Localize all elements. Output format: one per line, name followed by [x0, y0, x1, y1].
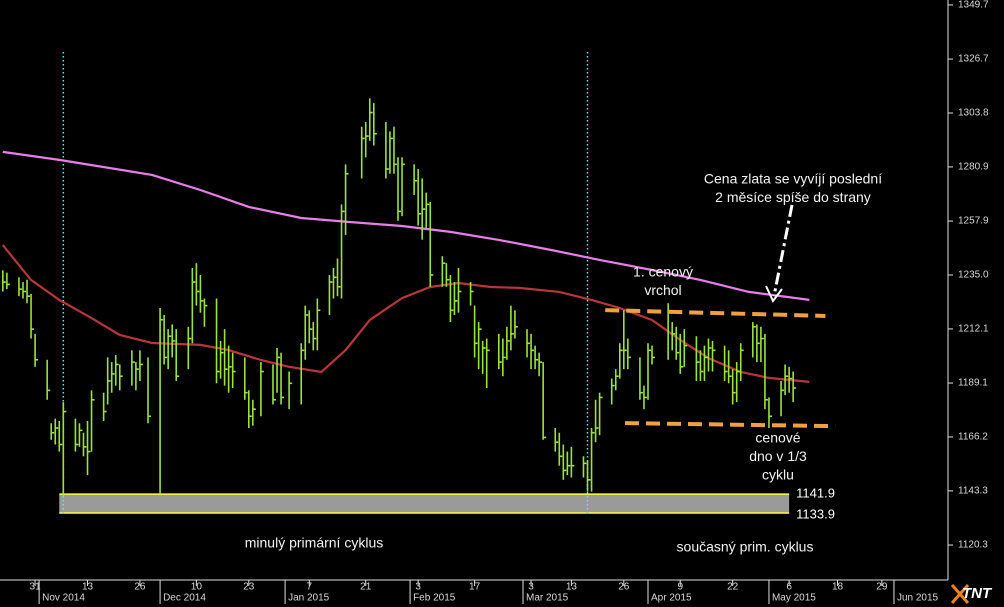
x-tick-label: 31: [30, 582, 42, 593]
x-tick-label: 9: [677, 582, 683, 593]
annotation: 2 měsíce spíše do strany: [715, 189, 871, 205]
x-tick-label: 6: [786, 582, 792, 593]
x-tick-label: 21: [360, 582, 372, 593]
month-label: Nov 2014: [42, 593, 85, 604]
annotation: minulý primární cyklus: [245, 535, 383, 551]
y-tick-label: 1143.3: [958, 486, 988, 497]
month-label: Feb 2015: [413, 593, 456, 604]
logo: TNT: [962, 585, 993, 602]
y-tick-label: 1212.1: [958, 324, 989, 335]
x-tick-label: 7: [306, 582, 312, 593]
annotation: Cena zlata se vyvíjí poslední: [704, 171, 882, 187]
y-tick-label: 1326.7: [958, 54, 989, 65]
x-tick-label: 17: [469, 582, 481, 593]
y-tick-label: 1349.7: [958, 0, 989, 11]
annotation: dno v 1/3: [749, 448, 807, 464]
annotation: vrchol: [644, 282, 681, 298]
trend-line: [605, 308, 826, 318]
y-tick-label: 1280.9: [958, 162, 989, 173]
x-tick-label: 3: [528, 582, 534, 593]
y-tick-label: 1303.8: [958, 108, 989, 119]
x-tick-label: 13: [82, 582, 94, 593]
month-label: Jun 2015: [897, 593, 939, 604]
x-tick-label: 26: [134, 582, 146, 593]
arrow-head: [765, 285, 783, 303]
month-label: Apr 2015: [651, 593, 692, 604]
range-label: 1133.9: [796, 506, 835, 521]
trend-line: [624, 421, 836, 429]
annotation: současný prim. cyklus: [677, 539, 814, 555]
month-label: Mar 2015: [526, 593, 569, 604]
month-label: Dec 2014: [163, 593, 206, 604]
moving-average: [2, 150, 810, 301]
x-tick-label: 26: [618, 582, 630, 593]
x-tick-label: 3: [415, 582, 421, 593]
y-tick-label: 1166.2: [958, 432, 988, 443]
annotation: 1. cenový: [633, 264, 693, 280]
annotation: cyklu: [762, 467, 794, 483]
x-tick-label: 10: [191, 582, 203, 593]
x-tick-label: 22: [727, 582, 739, 593]
x-tick-label: 29: [876, 582, 888, 593]
annotation: cenové: [755, 430, 800, 446]
plot: 1141.9 1133.9: [1, 52, 836, 521]
x-tick-label: 13: [566, 582, 578, 593]
range-box: [59, 494, 790, 514]
x-tick-label: 23: [243, 582, 255, 593]
y-tick-label: 1257.9: [958, 216, 989, 227]
month-label: Jan 2015: [288, 593, 330, 604]
arrow-shaft: [772, 204, 794, 297]
month-label: May 2015: [772, 593, 816, 604]
x-tick-label: 18: [832, 582, 844, 593]
range-label: 1141.9: [796, 486, 835, 501]
moving-average: [1, 244, 810, 383]
y-tick-label: 1189.1: [958, 378, 988, 389]
y-tick-label: 1120.3: [958, 540, 988, 551]
logo-mark: [950, 584, 970, 604]
arrow: [765, 204, 794, 303]
y-tick-label: 1235.0: [958, 270, 989, 281]
